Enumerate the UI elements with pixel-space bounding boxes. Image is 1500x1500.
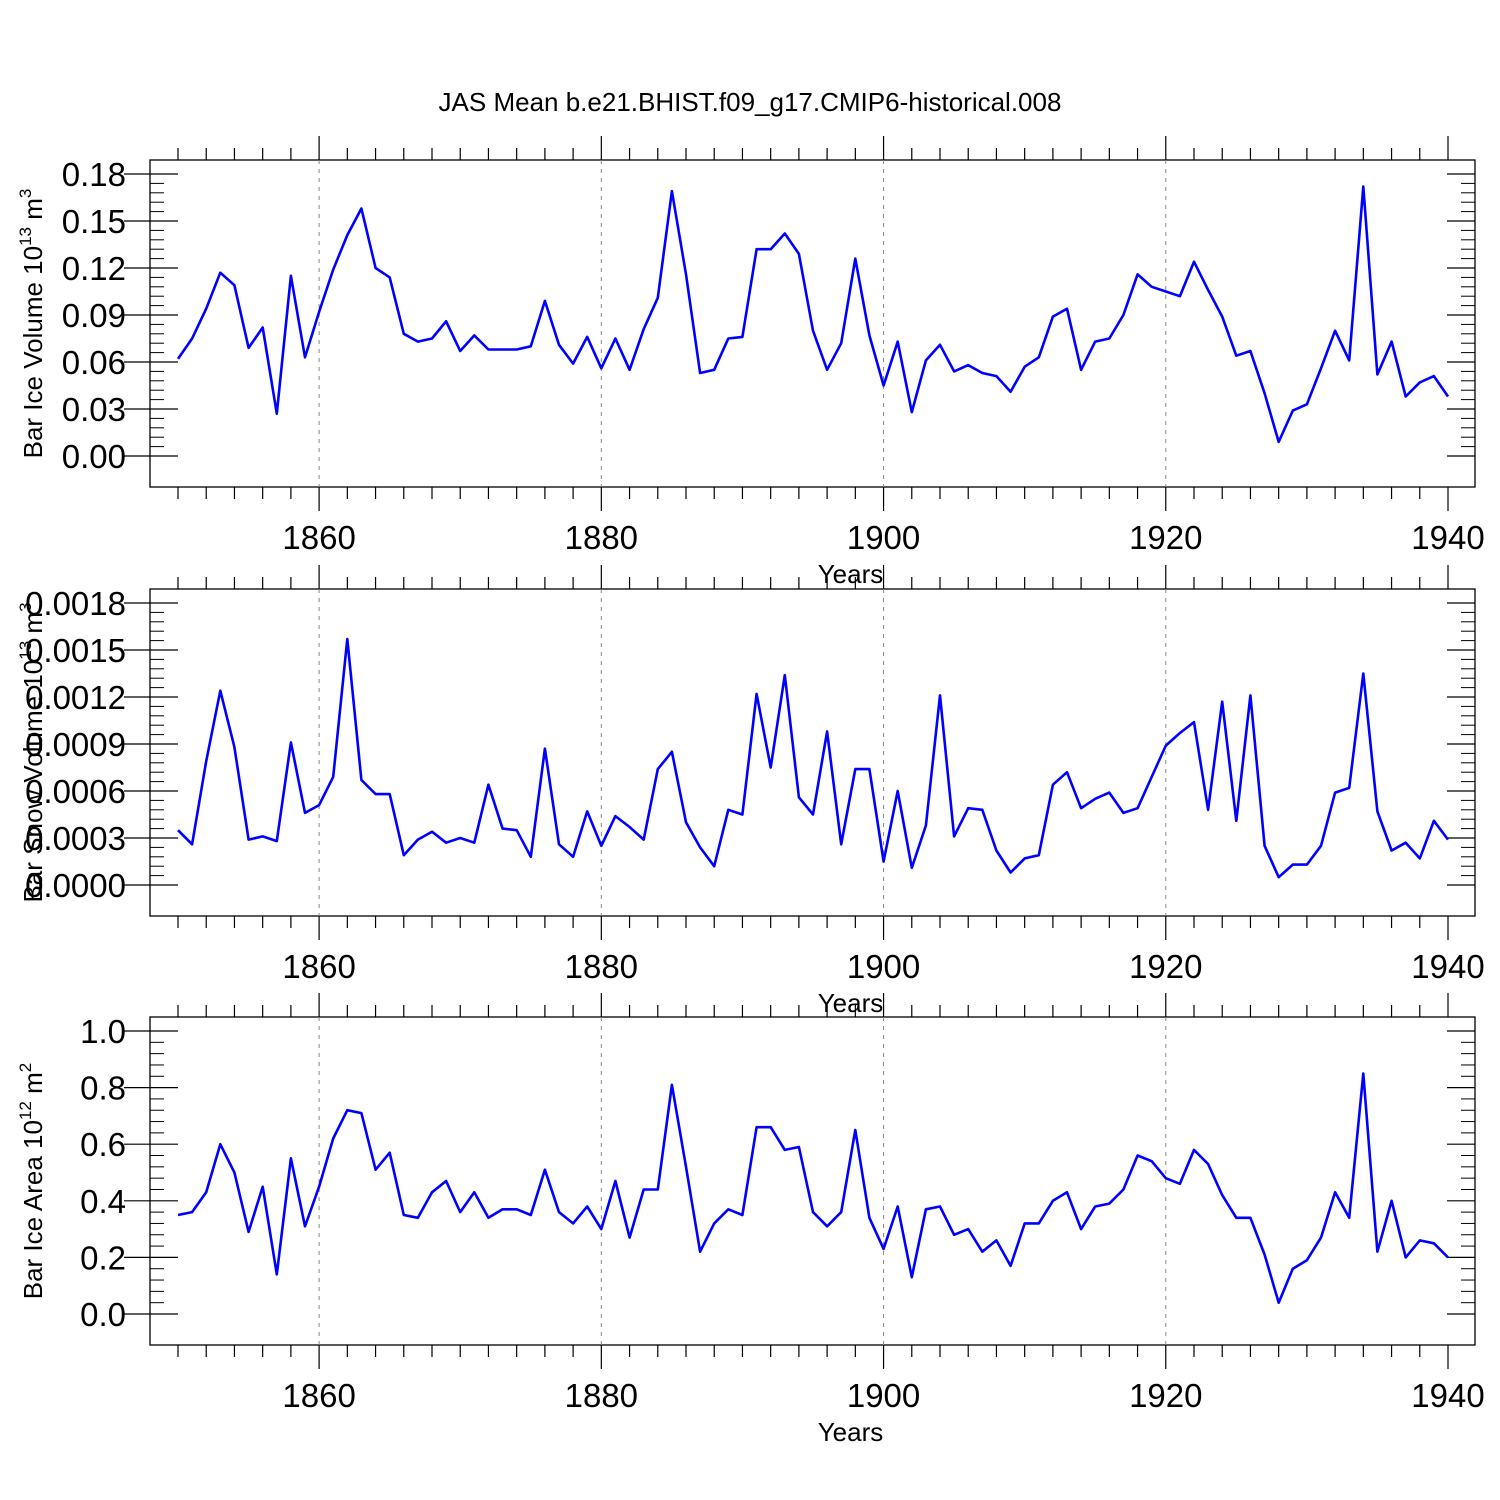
chart-ice-volume-ytick-label: 0.09 [62, 297, 126, 334]
chart-snow-volume-series-line [177, 637, 1450, 879]
chart-ice-volume-ytick-label: 0.03 [62, 391, 126, 428]
chart-ice-volume-xtick-label: 1880 [565, 519, 638, 556]
chart-ice-area-ytick-label: 0.4 [80, 1183, 126, 1220]
chart-ice-area-ylabel: Bar Ice Area 1012 m2 [16, 1063, 48, 1300]
chart-ice-volume-ytick-label: 0.12 [62, 250, 126, 287]
chart-ice-area-xlabel: Years [818, 1417, 884, 1447]
chart-ice-area-ylabel-exp: 12 [16, 1101, 35, 1120]
chart-snow-volume-xtick-label: 1900 [847, 948, 920, 985]
chart-snow-volume-ytick-label: 0.0009 [25, 726, 126, 763]
chart-snow-volume-panel: 0.0000 0.0003 0.0006 0.0009 0.0012 0.0015 0.00… [16, 565, 1485, 1018]
chart-snow-volume-xtick-label: 1880 [565, 948, 638, 985]
chart-ice-area-ytick-label: 0.8 [80, 1070, 126, 1107]
chart-snow-volume-xtick-label: 1860 [282, 948, 355, 985]
chart-snow-volume-ylabel-unit-exp: 3 [16, 602, 35, 611]
chart-ice-area-ylabel-unit: m [18, 1072, 48, 1101]
chart-snow-volume-ylabel: Bar Snow Volume 1013 m3 [16, 602, 48, 902]
chart-snow-volume-ytick-label: 0.0012 [25, 679, 126, 716]
chart-ice-volume-xtick-label: 1940 [1411, 519, 1484, 556]
chart-ice-volume-ylabel-text: Bar Ice Volume 10 [18, 246, 48, 458]
chart-ice-volume-ytick-label: 0.18 [62, 156, 126, 193]
chart-ice-area-xtick-label: 1880 [565, 1377, 638, 1414]
chart-ice-volume-xtick-label: 1920 [1129, 519, 1202, 556]
chart-snow-volume-xtick-label: 1940 [1411, 948, 1484, 985]
chart-ice-area-xtick-label: 1900 [847, 1377, 920, 1414]
chart-ice-area-series-line [177, 1072, 1449, 1304]
chart-ice-volume-panel: 0.00 0.03 0.06 0.09 0.12 0.15 0.18 1860 1880 1900… [16, 136, 1485, 589]
chart-ice-area-xtick-label: 1860 [282, 1377, 355, 1414]
chart-snow-volume-xlabel: Years [818, 988, 884, 1018]
chart-ice-volume-xtick-label: 1860 [282, 519, 355, 556]
chart-ice-volume-xtick-label: 1900 [847, 519, 920, 556]
chart-snow-volume-ylabel-text: Bar Snow Volume 10 [18, 660, 48, 903]
chart-snow-volume-xtick-label: 1920 [1129, 948, 1202, 985]
chart-ice-area-ylabel-unit-exp: 2 [16, 1063, 35, 1072]
chart-snow-volume-ytick-label: 0.0015 [25, 632, 126, 669]
chart-snow-volume-ylabel-unit: m [18, 612, 48, 641]
chart-ice-volume-ylabel-unit-exp: 3 [16, 189, 35, 198]
chart-snow-volume-ytick-label: 0.0000 [25, 867, 126, 904]
chart-snow-volume-ytick-label: 0.0018 [25, 585, 126, 622]
chart-ice-volume-ylabel-exp: 13 [16, 227, 35, 246]
chart-ice-area-ytick-label: 1.0 [80, 1013, 126, 1050]
chart-snow-volume-ylabel-exp: 13 [16, 641, 35, 660]
chart-ice-volume-ytick-label: 0.00 [62, 438, 126, 475]
chart-ice-volume-series-line [176, 185, 1450, 444]
chart-ice-area-ytick-label: 0.6 [80, 1126, 126, 1163]
chart-ice-area-panel: 0.0 0.2 0.4 0.6 0.8 1.0 1860 1880 1900 1920 1940 Ye… [16, 993, 1485, 1447]
chart-ice-volume-ytick-label: 0.06 [62, 344, 126, 381]
chart-ice-area-ytick-label: 0.2 [80, 1239, 126, 1276]
chart-ice-volume-ytick-label: 0.15 [62, 203, 126, 240]
chart-ice-volume-ylabel: Bar Ice Volume 1013 m3 [16, 189, 48, 459]
chart-ice-area-xtick-label: 1940 [1411, 1377, 1484, 1414]
chart-ice-volume-xlabel: Years [818, 559, 884, 589]
chart-snow-volume-ytick-label: 0.0003 [25, 820, 126, 857]
chart-ice-area-ylabel-text: Bar Ice Area 10 [18, 1120, 48, 1299]
chart-ice-area-xtick-label: 1920 [1129, 1377, 1202, 1414]
figure-title: JAS Mean b.e21.BHIST.f09_g17.CMIP6-histo… [439, 87, 1062, 117]
chart-ice-volume-ylabel-unit: m [18, 198, 48, 227]
chart-ice-area-frame [149, 1016, 1476, 1346]
chart-ice-volume-frame [149, 159, 1476, 488]
chart-snow-volume-frame [149, 588, 1476, 917]
chart-snow-volume-ytick-label: 0.0006 [25, 773, 126, 810]
chart-ice-area-ytick-label: 0.0 [80, 1296, 126, 1333]
